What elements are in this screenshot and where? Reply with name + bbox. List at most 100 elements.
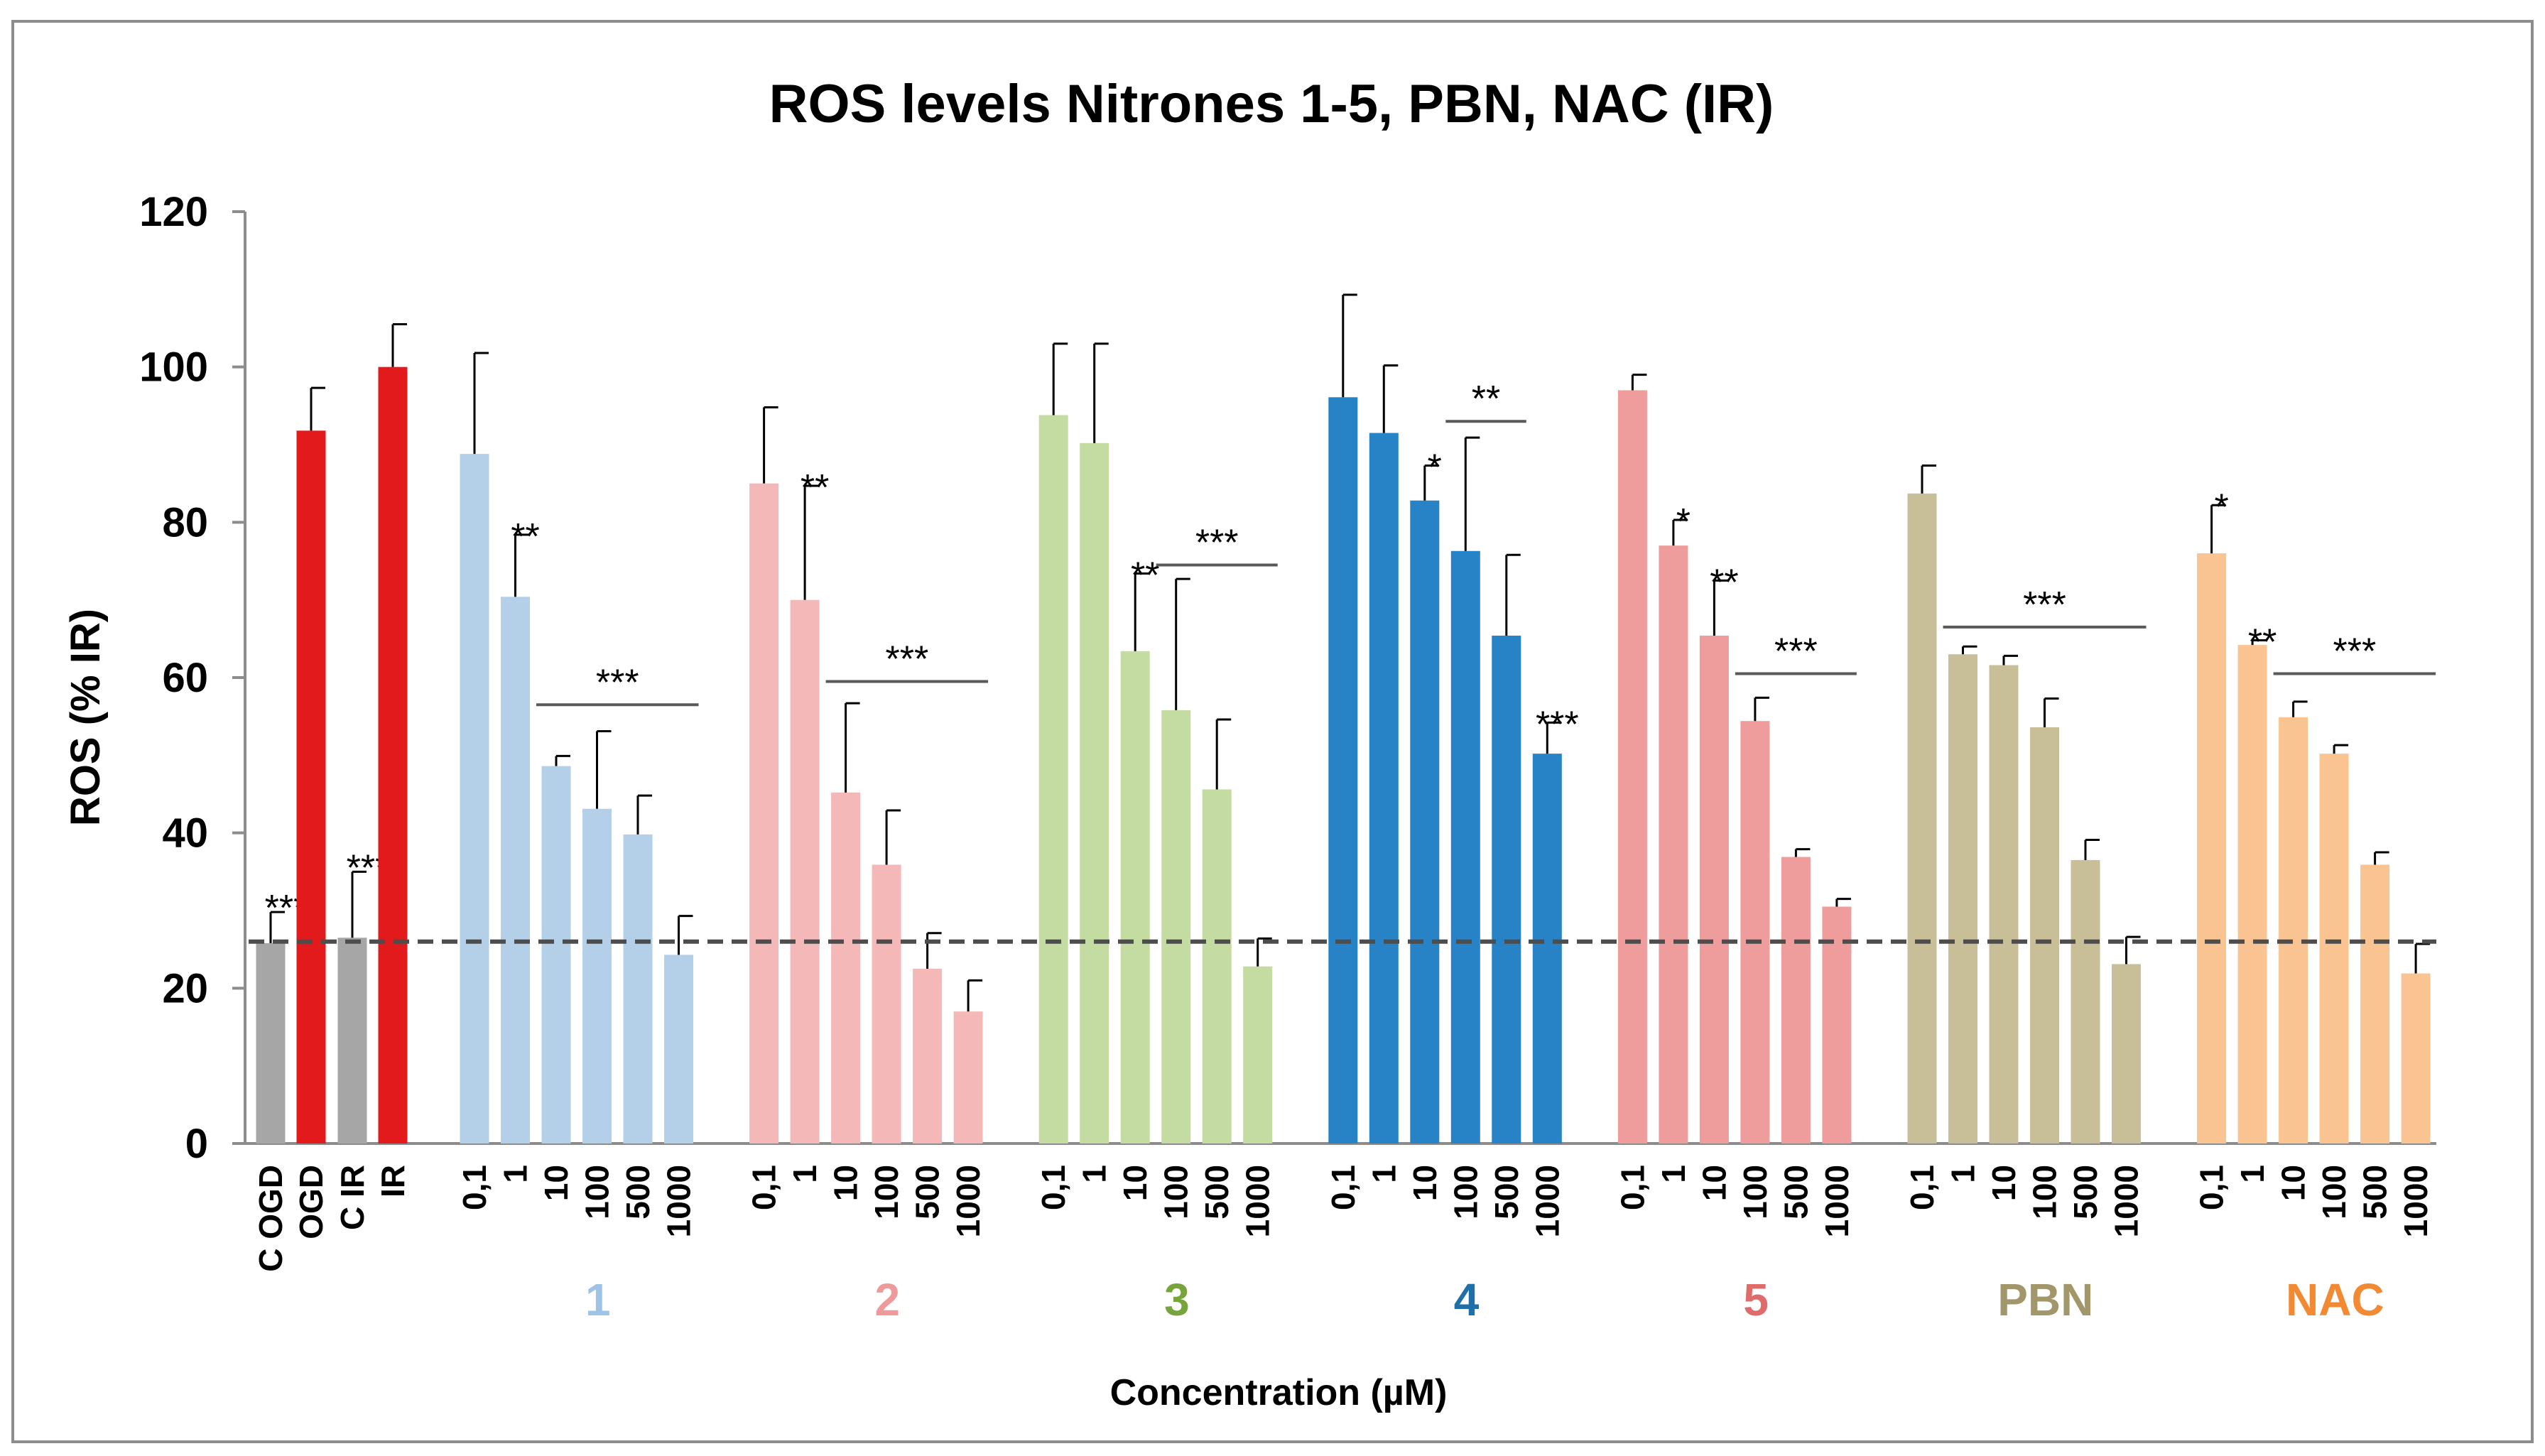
bar [872,864,901,1143]
bar [1822,906,1852,1143]
x-tick-label: 100 [579,1165,616,1219]
x-tick-label: 500 [909,1165,946,1219]
x-tick-label: 1000 [1818,1165,1855,1237]
bar [1120,651,1150,1143]
significance-label: ** [1472,379,1500,420]
bar [1243,966,1273,1143]
x-tick-label: 0,1 [2193,1165,2230,1210]
bar [460,454,489,1143]
significance-label: ** [1131,555,1159,596]
bar [2071,859,2100,1143]
x-tick-label: 0,1 [1325,1165,1362,1210]
significance-label: * [1428,447,1442,489]
x-tick-label: 10 [1117,1165,1154,1201]
x-tick-label: 500 [2357,1165,2394,1219]
bar [2319,754,2349,1143]
x-tick-label: OGD [293,1165,330,1239]
x-tick-label: 1000 [950,1165,987,1237]
chart-title: ROS levels Nitrones 1-5, PBN, NAC (IR) [769,74,1774,134]
x-tick-label: 1 [497,1165,534,1183]
bar [1450,550,1480,1143]
x-tick-label: C OGD [252,1165,289,1272]
bar [1328,397,1358,1143]
y-tick-label: 60 [162,655,208,701]
bar [2237,645,2267,1143]
x-tick-label: 1 [2234,1165,2271,1183]
x-tick-label: 500 [619,1165,656,1219]
x-tick-label: 100 [868,1165,905,1219]
group-label: NAC [2286,1274,2384,1325]
significance-label: ** [801,467,829,509]
significance-label: *** [885,639,928,680]
x-tick-label: C IR [334,1165,371,1230]
significance-label: *** [2023,585,2066,626]
bar [749,483,779,1143]
bar [1617,390,1647,1143]
bar [623,834,653,1143]
y-tick-label: 40 [162,810,208,857]
bar [541,766,571,1143]
significance-label: ** [511,516,539,558]
x-tick-label: 10 [1695,1165,1732,1201]
x-tick-label: 500 [1198,1165,1235,1219]
x-tick-label: 0,1 [1904,1165,1941,1210]
bar [1410,500,1440,1143]
bar [1080,442,1109,1143]
significance-label: * [2214,487,2228,528]
group-label: PBN [1997,1274,2093,1325]
x-tick-label: 100 [1158,1165,1195,1219]
bar [1907,493,1937,1143]
x-tick-label: 1000 [661,1165,698,1237]
bar [913,969,943,1143]
significance-label: *** [2333,631,2376,673]
x-tick-label: 100 [1737,1165,1774,1219]
x-tick-label: 0,1 [456,1165,493,1210]
significance-label: ** [2248,622,2277,663]
significance-label: *** [1774,631,1818,673]
x-tick-label: 10 [1406,1165,1443,1201]
significance-label: *** [596,662,639,703]
bar [1532,754,1562,1143]
x-tick-label: 0,1 [1035,1165,1072,1210]
y-tick-label: 100 [139,344,208,391]
group-label: 2 [875,1274,901,1325]
bar [1948,654,1977,1143]
chart-frame [11,20,2534,1443]
bar [664,955,693,1143]
x-tick-label: 1000 [2108,1165,2145,1237]
bar [2279,717,2308,1143]
bar [831,792,861,1143]
bar [2360,864,2390,1143]
bar [501,597,530,1143]
bar [2030,727,2059,1143]
significance-label: *** [1195,522,1239,563]
x-tick-label: 500 [1488,1165,1525,1219]
x-tick-label: 1 [786,1165,823,1183]
x-tick-label: IR [374,1165,411,1197]
y-tick-label: 120 [139,189,208,235]
y-tick-label: 80 [162,499,208,545]
bar [1740,721,1770,1143]
x-tick-label: 1 [1655,1165,1692,1183]
y-tick-label: 20 [162,965,208,1011]
bar [1699,635,1729,1143]
x-tick-label: 0,1 [1614,1165,1651,1210]
significance-label: * [1676,501,1691,543]
bar [1659,545,1688,1143]
bar [790,599,820,1143]
x-tick-label: 1000 [2397,1165,2434,1237]
x-tick-label: 1000 [1529,1165,1565,1237]
bar [1038,415,1068,1143]
bar [1202,789,1232,1143]
bar [1989,665,2019,1143]
bar [337,938,367,1143]
x-tick-label: 0,1 [746,1165,783,1210]
group-label: 5 [1743,1274,1769,1325]
x-tick-label: 10 [2275,1165,2312,1201]
x-tick-label: 1 [1945,1165,1982,1183]
x-tick-label: 1 [1365,1165,1402,1183]
bar [1492,635,1521,1143]
bar [2401,973,2431,1143]
